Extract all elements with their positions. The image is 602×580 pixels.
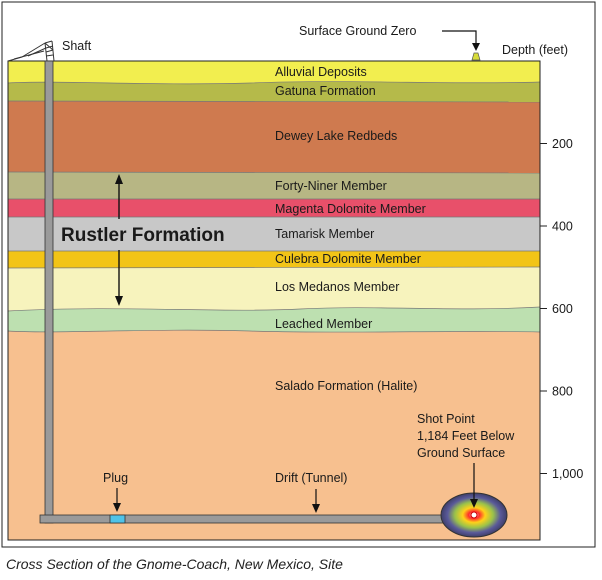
- layer-tamarisk-member: [8, 217, 540, 251]
- shot-point-label: Shot Point 1,184 Feet Below Ground Surfa…: [417, 412, 515, 460]
- plug-arrow: [113, 488, 121, 512]
- rustler-formation-label: Rustler Formation: [61, 225, 225, 246]
- drift-tunnel: [39, 514, 444, 524]
- shaft: [44, 60, 54, 524]
- layer-labels: Alluvial Deposits Gatuna Formation Dewey…: [275, 65, 426, 393]
- shot-point-arrow: [470, 463, 478, 508]
- label-salado-formation: Salado Formation (Halite): [275, 379, 417, 393]
- depth-tick-label-200: 200: [552, 137, 573, 151]
- layer-leached-member: [8, 307, 540, 333]
- layer-forty-niner-member: [8, 172, 540, 199]
- depth-tick-label-600: 600: [552, 302, 573, 316]
- label-alluvial-deposits: Alluvial Deposits: [275, 65, 367, 79]
- drift-label: Drift (Tunnel): [275, 471, 347, 485]
- ground-zero-marker: [471, 52, 481, 61]
- surface-ground-zero-arrow: [442, 30, 480, 51]
- layer-boundaries: [7, 81, 541, 333]
- label-magenta-dolomite-member: Magenta Dolomite Member: [275, 202, 426, 216]
- depth-axis: 200 400 600 800 1,000: [540, 137, 583, 481]
- plug-label: Plug: [103, 471, 128, 485]
- rustler-bracket: [115, 174, 123, 306]
- depth-header: Depth (feet): [502, 43, 568, 57]
- strata: [8, 61, 540, 540]
- shot-point-line-3: Ground Surface: [417, 446, 505, 460]
- layer-alluvial-deposits: [8, 61, 540, 84]
- layer-los-medanos-member: [8, 267, 540, 311]
- label-dewey-lake-redbeds: Dewey Lake Redbeds: [275, 129, 397, 143]
- drift-arrow: [312, 489, 320, 513]
- depth-tick-label-1000: 1,000: [552, 467, 583, 481]
- shaft-label: Shaft: [62, 39, 92, 53]
- headframe-icon: [7, 40, 55, 62]
- shot-point-line-2: 1,184 Feet Below: [417, 429, 515, 443]
- figure-caption: Cross Section of the Gnome-Coach, New Me…: [6, 556, 343, 572]
- depth-tick-label-800: 800: [552, 385, 573, 399]
- layer-gatuna-formation: [8, 81, 540, 102]
- label-culebra-dolomite-member: Culebra Dolomite Member: [275, 252, 421, 266]
- surface-ground-zero-label: Surface Ground Zero: [299, 24, 416, 38]
- layer-salado-formation: [8, 330, 540, 540]
- label-los-medanos-member: Los Medanos Member: [275, 280, 399, 294]
- depth-tick-label-400: 400: [552, 220, 573, 234]
- layer-magenta-dolomite-member: [8, 199, 540, 217]
- shot-point-marker: [470, 511, 478, 519]
- shot-point-line-1: Shot Point: [417, 412, 475, 426]
- layer-dewey-lake-redbeds: [8, 101, 540, 173]
- strata-frame: [7, 60, 541, 541]
- label-tamarisk-member: Tamarisk Member: [275, 227, 374, 241]
- label-forty-niner-member: Forty-Niner Member: [275, 179, 387, 193]
- label-gatuna-formation: Gatuna Formation: [275, 84, 376, 98]
- label-leached-member: Leached Member: [275, 317, 372, 331]
- plug: [109, 514, 126, 524]
- layer-culebra-dolomite-member: [8, 251, 540, 268]
